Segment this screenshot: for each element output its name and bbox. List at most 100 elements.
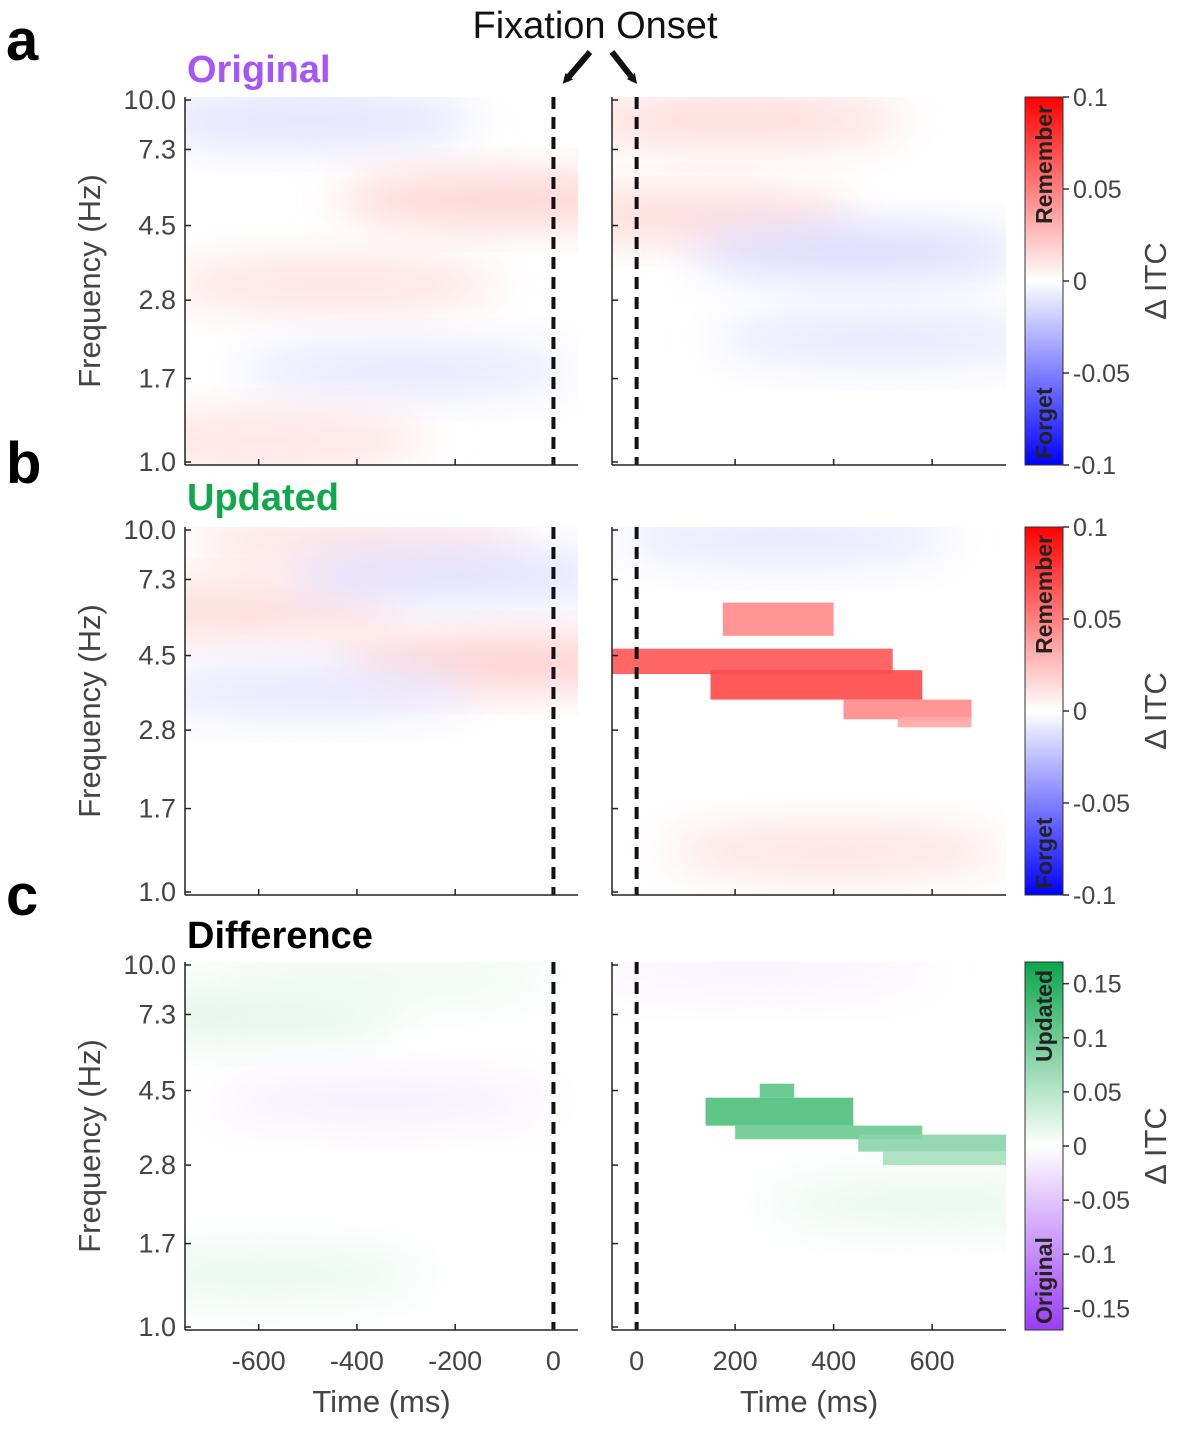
significant-cluster-2 — [710, 670, 923, 700]
significant-cluster-3 — [843, 699, 972, 720]
panel-letter-b: b — [6, 431, 41, 496]
y-tick-label: 1.7 — [138, 364, 176, 394]
colorbar — [1024, 96, 1064, 466]
colorbar-tick-label: 0 — [1073, 268, 1087, 296]
colorbar-label: Δ ITC — [1138, 1107, 1173, 1185]
colorbar-tick-label: -0.05 — [1073, 790, 1130, 818]
heatmap-blob-2 — [185, 258, 503, 311]
y-tick-label: 10.0 — [123, 85, 176, 115]
heatmap-blob-0 — [663, 824, 1004, 877]
panel-letter-c: c — [6, 863, 38, 928]
heatmap-blob-0 — [612, 97, 906, 147]
x-tick-label: -400 — [330, 1346, 384, 1376]
colorbar-tick-label: 0.05 — [1073, 1079, 1122, 1107]
y-axis-label: Frequency (Hz) — [72, 1039, 107, 1253]
heatmap-blob-3 — [185, 1248, 429, 1301]
colorbar — [1024, 526, 1064, 896]
heatmap-blob-1 — [762, 1177, 1006, 1230]
heatmap-left — [185, 962, 578, 1330]
colorbar-tick-label: 0 — [1073, 698, 1087, 726]
heatmap-right — [612, 962, 1006, 1330]
colorbar-tick-label: -0.05 — [1073, 360, 1130, 388]
significant-cluster-3 — [858, 1134, 1006, 1152]
y-tick-label: 7.3 — [138, 134, 176, 164]
heatmap-blob-1 — [211, 962, 552, 1005]
y-tick-label: 1.0 — [138, 447, 176, 477]
heatmap-blob-1 — [614, 527, 955, 565]
colorbar-negative-label: Forget — [1031, 387, 1057, 459]
colorbar-positive-label: Remember — [1031, 535, 1057, 654]
colorbar-tick-label: 0.1 — [1073, 514, 1108, 542]
colorbar-tick-label: 0.15 — [1073, 971, 1122, 999]
significant-cluster-4 — [897, 716, 972, 728]
y-tick-label: 2.8 — [138, 1150, 176, 1180]
x-tick-label: 400 — [811, 1346, 856, 1376]
panel-a: a Original 10.0 7.3 4.5 2.8 1.7 1.0 Frequency (H… — [6, 8, 1173, 480]
y-tick-label: 7.3 — [138, 999, 176, 1029]
y-tick-label: 2.8 — [138, 715, 176, 745]
panel-title: Difference — [187, 915, 373, 957]
x-axis-label-right: Time (ms) — [740, 1384, 878, 1419]
colorbar-tick-label: -0.1 — [1073, 1241, 1116, 1269]
heatmap-right — [612, 527, 1006, 895]
y-tick-label: 7.3 — [138, 564, 176, 594]
y-axis-label: Frequency (Hz) — [72, 604, 107, 818]
y-tick-label: 10.0 — [123, 950, 176, 980]
y-tick-label: 4.5 — [138, 1076, 176, 1106]
x-axis-label-left: Time (ms) — [312, 1384, 450, 1419]
y-tick-label: 1.7 — [138, 1229, 176, 1259]
colorbar-label: Δ ITC — [1138, 672, 1173, 750]
colorbar-negative-label: Original — [1031, 1237, 1057, 1324]
x-tick-label: 600 — [910, 1346, 955, 1376]
panel-title: Updated — [187, 477, 339, 519]
colorbar-tick-label: 0.1 — [1073, 1025, 1108, 1053]
panel-c: c Difference 10.0 7.3 4.5 2.8 1.7 1.0 -600 -400 -2… — [6, 863, 1173, 1419]
heatmap-left — [185, 527, 578, 895]
colorbar-tick-label: 0.05 — [1073, 176, 1122, 204]
colorbar-label: Δ ITC — [1138, 242, 1173, 320]
panel-title: Original — [187, 49, 331, 91]
heatmap-blob-2 — [688, 226, 1006, 279]
colorbar-tick-label: 0 — [1073, 1133, 1087, 1161]
heatmap-blob-0 — [612, 962, 930, 995]
panel-letter-a: a — [6, 8, 39, 73]
y-tick-label: 4.5 — [138, 641, 176, 671]
y-tick-label: 10.0 — [123, 515, 176, 545]
colorbar-tick-label: -0.1 — [1073, 452, 1116, 480]
y-tick-label: 1.0 — [138, 1312, 176, 1342]
x-tick-label: 0 — [629, 1346, 644, 1376]
significant-cluster-1 — [612, 648, 893, 675]
x-tick-label: -600 — [232, 1346, 286, 1376]
significant-cluster-1 — [705, 1097, 854, 1126]
significant-cluster-4 — [882, 1151, 1006, 1166]
y-axis-label: Frequency (Hz) — [72, 174, 107, 388]
significant-cluster-0 — [759, 1083, 795, 1098]
y-tick-label: 4.5 — [138, 211, 176, 241]
colorbar-tick-label: -0.15 — [1073, 1295, 1130, 1323]
heatmap-background — [612, 97, 1006, 465]
heatmap-blob-1 — [334, 173, 578, 226]
heatmap-right — [612, 97, 1006, 465]
x-tick-label: 200 — [713, 1346, 758, 1376]
x-tick-label: 0 — [546, 1346, 561, 1376]
fixation-arrow-left — [562, 50, 593, 84]
heatmap-blob-3 — [712, 312, 1006, 365]
heatmap-blob-4 — [185, 414, 429, 465]
y-tick-label: 1.0 — [138, 877, 176, 907]
colorbar-tick-label: 0.1 — [1073, 84, 1108, 112]
y-tick-label: 1.7 — [138, 794, 176, 824]
heatmap-blob-3 — [285, 549, 578, 602]
heatmap-blob-4 — [185, 664, 478, 717]
heatmap-blob-0 — [185, 97, 478, 147]
colorbar-tick-label: -0.1 — [1073, 882, 1116, 910]
panel-b: b Updated 10.0 7.3 4.5 2.8 1.7 1.0 Frequency (Hz… — [6, 431, 1173, 910]
heatmap-blob-1 — [185, 584, 405, 637]
colorbar-positive-label: Remember — [1031, 105, 1057, 224]
colorbar-negative-label: Forget — [1031, 817, 1057, 889]
fixation-onset-label: Fixation Onset — [473, 5, 718, 47]
colorbar — [1024, 961, 1064, 1331]
colorbar-positive-label: Updated — [1031, 970, 1057, 1062]
x-tick-label: -200 — [428, 1346, 482, 1376]
heatmap-blob-2 — [211, 1075, 552, 1128]
